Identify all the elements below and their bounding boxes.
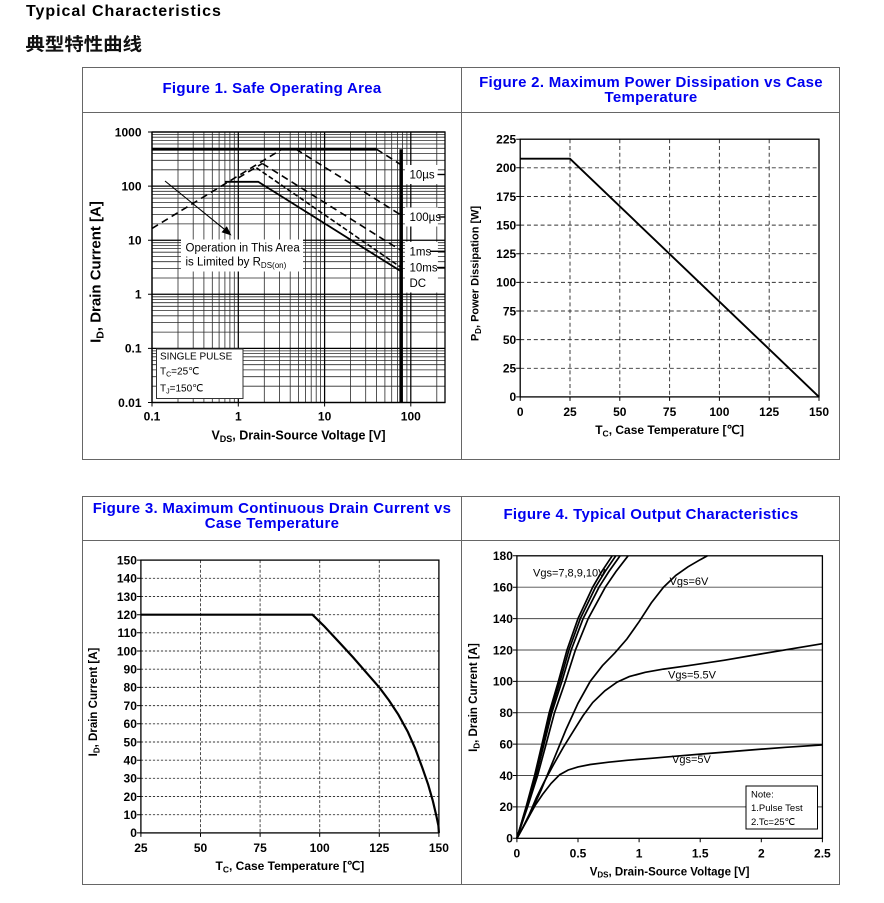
svg-text:60: 60 bbox=[124, 717, 138, 731]
svg-text:1.Pulse Test: 1.Pulse Test bbox=[751, 803, 803, 814]
svg-text:1: 1 bbox=[636, 846, 643, 860]
svg-text:ID, Drain Current [A]: ID, Drain Current [A] bbox=[468, 643, 481, 752]
svg-text:180: 180 bbox=[493, 549, 513, 563]
svg-text:2.5: 2.5 bbox=[814, 846, 831, 860]
svg-text:0: 0 bbox=[130, 826, 137, 840]
svg-text:25: 25 bbox=[563, 405, 577, 419]
svg-text:140: 140 bbox=[493, 612, 513, 626]
svg-text:160: 160 bbox=[493, 581, 513, 595]
svg-text:75: 75 bbox=[663, 405, 677, 419]
svg-text:1000: 1000 bbox=[115, 125, 142, 139]
svg-text:ID, Drain Current [A]: ID, Drain Current [A] bbox=[88, 201, 107, 343]
svg-text:DC: DC bbox=[410, 278, 427, 290]
svg-text:10: 10 bbox=[124, 808, 138, 822]
svg-text:140: 140 bbox=[117, 572, 137, 586]
svg-text:1: 1 bbox=[235, 410, 242, 424]
svg-text:TC, Case Temperature [℃]: TC, Case Temperature [℃] bbox=[216, 859, 365, 874]
svg-text:80: 80 bbox=[124, 681, 138, 695]
svg-text:TJ=150℃: TJ=150℃ bbox=[160, 384, 203, 396]
svg-text:20: 20 bbox=[124, 790, 138, 804]
svg-text:70: 70 bbox=[124, 699, 138, 713]
svg-text:0: 0 bbox=[506, 832, 513, 846]
svg-text:80: 80 bbox=[500, 706, 514, 720]
svg-text:10: 10 bbox=[318, 410, 332, 424]
svg-text:60: 60 bbox=[500, 737, 514, 751]
svg-text:200: 200 bbox=[496, 161, 516, 175]
svg-text:100: 100 bbox=[496, 276, 516, 290]
svg-text:0.01: 0.01 bbox=[118, 396, 142, 410]
svg-text:10: 10 bbox=[128, 234, 142, 248]
svg-text:110: 110 bbox=[118, 626, 138, 640]
svg-text:SINGLE PULSE: SINGLE PULSE bbox=[160, 352, 233, 363]
svg-text:100: 100 bbox=[493, 675, 513, 689]
svg-text:1: 1 bbox=[135, 288, 142, 302]
svg-text:175: 175 bbox=[496, 190, 516, 204]
svg-text:TC, Case Temperature [℃]: TC, Case Temperature [℃] bbox=[595, 423, 744, 438]
svg-text:50: 50 bbox=[194, 841, 208, 855]
svg-text:150: 150 bbox=[809, 405, 829, 419]
svg-text:ID, Drain Current [A]: ID, Drain Current [A] bbox=[88, 648, 101, 757]
svg-text:90: 90 bbox=[124, 663, 138, 677]
svg-text:100µs: 100µs bbox=[410, 212, 442, 224]
svg-text:120: 120 bbox=[493, 643, 513, 657]
svg-text:40: 40 bbox=[124, 754, 138, 768]
svg-text:PD, Power Dissipation [W]: PD, Power Dissipation [W] bbox=[470, 205, 483, 341]
svg-text:20: 20 bbox=[500, 800, 514, 814]
svg-text:1.5: 1.5 bbox=[692, 846, 709, 860]
svg-text:Vgs=5V: Vgs=5V bbox=[672, 754, 711, 766]
svg-text:150: 150 bbox=[496, 218, 516, 232]
svg-text:100: 100 bbox=[709, 405, 729, 419]
svg-text:75: 75 bbox=[503, 304, 517, 318]
svg-text:75: 75 bbox=[253, 841, 267, 855]
svg-text:130: 130 bbox=[117, 590, 137, 604]
svg-text:50: 50 bbox=[124, 735, 138, 749]
svg-text:1ms: 1ms bbox=[410, 246, 432, 258]
svg-text:30: 30 bbox=[124, 772, 138, 786]
svg-text:100: 100 bbox=[121, 179, 141, 193]
svg-text:TC=25℃: TC=25℃ bbox=[160, 367, 199, 379]
svg-text:120: 120 bbox=[117, 608, 137, 622]
svg-text:0: 0 bbox=[510, 390, 517, 404]
svg-text:Vgs=6V: Vgs=6V bbox=[670, 576, 709, 588]
svg-text:0: 0 bbox=[514, 846, 521, 860]
svg-text:150: 150 bbox=[117, 553, 137, 567]
svg-text:2.Tc=25℃: 2.Tc=25℃ bbox=[751, 817, 796, 828]
svg-text:125: 125 bbox=[496, 247, 516, 261]
svg-text:100: 100 bbox=[117, 644, 137, 658]
svg-text:Vgs=7,8,9,10V: Vgs=7,8,9,10V bbox=[533, 568, 606, 580]
svg-text:100: 100 bbox=[401, 410, 421, 424]
svg-text:Vgs=5.5V: Vgs=5.5V bbox=[668, 670, 717, 682]
svg-text:0: 0 bbox=[517, 405, 524, 419]
svg-text:50: 50 bbox=[613, 405, 627, 419]
svg-text:125: 125 bbox=[759, 405, 779, 419]
svg-text:125: 125 bbox=[369, 841, 389, 855]
svg-text:2: 2 bbox=[758, 846, 765, 860]
svg-text:10ms: 10ms bbox=[410, 263, 438, 275]
svg-text:25: 25 bbox=[503, 362, 517, 376]
svg-text:0.1: 0.1 bbox=[125, 342, 142, 356]
svg-text:225: 225 bbox=[496, 133, 516, 147]
svg-text:50: 50 bbox=[503, 333, 517, 347]
svg-text:0.5: 0.5 bbox=[570, 846, 587, 860]
svg-text:0.1: 0.1 bbox=[144, 410, 161, 424]
svg-text:10µs: 10µs bbox=[410, 170, 435, 182]
svg-text:Operation in This Area: Operation in This Area bbox=[186, 242, 301, 254]
svg-text:Note:: Note: bbox=[751, 790, 774, 801]
svg-text:VDS, Drain-Source Voltage [V]: VDS, Drain-Source Voltage [V] bbox=[590, 866, 750, 879]
svg-text:25: 25 bbox=[134, 841, 148, 855]
svg-text:150: 150 bbox=[429, 841, 449, 855]
svg-text:100: 100 bbox=[310, 841, 330, 855]
svg-text:40: 40 bbox=[500, 769, 514, 783]
svg-text:VDS, Drain-Source Voltage [V]: VDS, Drain-Source Voltage [V] bbox=[211, 429, 385, 445]
